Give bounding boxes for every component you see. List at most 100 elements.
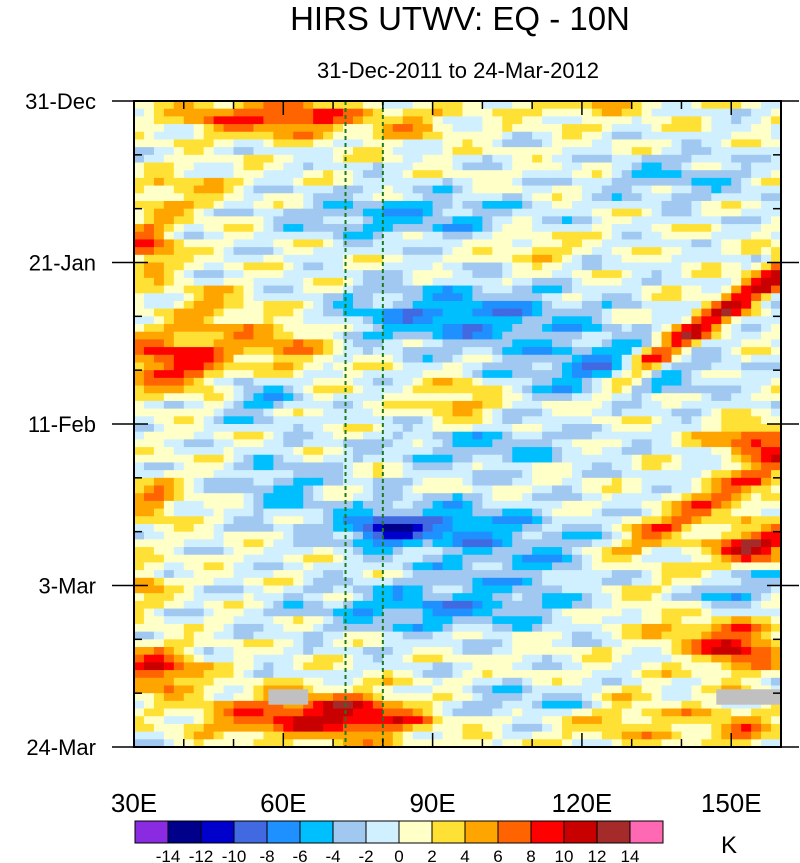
heatmap-cell — [143, 400, 155, 410]
heatmap-cell — [751, 639, 762, 648]
heatmap-cell — [283, 316, 294, 325]
heatmap-cell — [621, 377, 633, 387]
heatmap-cell — [173, 316, 185, 325]
heatmap-cell — [273, 416, 284, 425]
heatmap-cell — [641, 193, 653, 202]
heatmap-cell — [522, 393, 533, 402]
heatmap-cell — [372, 370, 384, 379]
heatmap-cell — [203, 231, 215, 241]
heatmap-cell — [173, 101, 185, 110]
heatmap-cell — [134, 170, 145, 179]
heatmap-cell — [303, 616, 314, 625]
heatmap-cell — [362, 170, 374, 179]
heatmap-cell — [591, 108, 603, 117]
heatmap-cell — [233, 677, 245, 687]
heatmap-cell — [771, 531, 781, 540]
heatmap-cell — [253, 147, 264, 156]
heatmap-cell — [472, 677, 483, 687]
heatmap-cell — [741, 531, 752, 540]
heatmap-cell — [143, 485, 155, 494]
heatmap-cell — [372, 170, 384, 179]
heatmap-cell — [741, 285, 752, 294]
heatmap-cell — [143, 147, 155, 156]
heatmap-cell — [492, 408, 503, 417]
heatmap-cell — [452, 108, 464, 117]
heatmap-cell — [542, 616, 553, 625]
heatmap-cell — [163, 385, 175, 394]
heatmap-cell — [482, 485, 493, 494]
heatmap-cell — [621, 516, 633, 525]
heatmap-cell — [412, 339, 424, 348]
heatmap-cell — [323, 162, 334, 171]
heatmap-cell — [173, 116, 185, 125]
heatmap-cell — [422, 224, 434, 233]
heatmap-cell — [462, 685, 474, 694]
heatmap-cell — [681, 239, 693, 248]
heatmap-cell — [323, 670, 334, 679]
heatmap-cell — [542, 577, 553, 587]
heatmap-cell — [571, 593, 583, 602]
heatmap-cell — [233, 216, 245, 225]
heatmap-cell — [522, 216, 533, 225]
heatmap-cell — [631, 231, 643, 241]
heatmap-cell — [661, 124, 673, 133]
heatmap-cell — [512, 116, 523, 125]
heatmap-cell — [193, 400, 205, 410]
heatmap-cell — [263, 593, 274, 602]
heatmap-cell — [362, 531, 374, 540]
heatmap-cell — [532, 377, 543, 387]
heatmap-cell — [641, 101, 653, 110]
heatmap-cell — [681, 616, 693, 625]
heatmap-cell — [153, 670, 165, 679]
heatmap-cell — [134, 339, 145, 348]
heatmap-cell — [512, 439, 523, 448]
heatmap-cell — [651, 639, 663, 648]
heatmap-cell — [771, 216, 781, 225]
heatmap-cell — [273, 608, 284, 617]
heatmap-cell — [771, 254, 781, 264]
heatmap-cell — [362, 347, 374, 356]
heatmap-cell — [223, 508, 235, 517]
heatmap-cell — [372, 685, 384, 694]
heatmap-cell — [313, 400, 324, 410]
heatmap-cell — [542, 162, 553, 171]
heatmap-cell — [671, 231, 683, 241]
heatmap-cell — [771, 324, 781, 333]
heatmap-cell — [243, 439, 255, 448]
heatmap-cell — [382, 101, 394, 110]
heatmap-cell — [671, 500, 683, 510]
heatmap-cell — [581, 662, 593, 671]
heatmap-cell — [392, 654, 404, 663]
heatmap-cell — [273, 139, 284, 148]
heatmap-cell — [581, 131, 593, 141]
heatmap-cell — [751, 547, 762, 556]
heatmap-cell — [163, 670, 175, 679]
heatmap-cell — [173, 493, 185, 502]
heatmap-cell — [392, 531, 404, 540]
heatmap-cell — [502, 508, 513, 517]
heatmap-cell — [253, 154, 264, 164]
heatmap-cell — [362, 293, 374, 302]
heatmap-cell — [183, 324, 195, 333]
heatmap-cell — [552, 470, 563, 479]
heatmap-cell — [333, 647, 344, 656]
heatmap-cell — [213, 562, 225, 571]
heatmap-cell — [661, 393, 673, 402]
heatmap-cell — [343, 516, 354, 525]
heatmap-cell — [771, 408, 781, 417]
heatmap-cell — [512, 285, 523, 294]
heatmap-cell — [323, 685, 334, 694]
heatmap-cell — [422, 677, 434, 687]
heatmap-cell — [392, 277, 404, 287]
heatmap-cell — [532, 554, 543, 564]
heatmap-cell — [173, 308, 185, 317]
heatmap-cell — [462, 631, 474, 640]
heatmap-cell — [392, 647, 404, 656]
heatmap-cell — [134, 424, 145, 433]
heatmap-cell — [761, 477, 772, 487]
heatmap-cell — [412, 200, 424, 210]
heatmap-cell — [482, 239, 493, 248]
heatmap-cell — [761, 208, 772, 217]
heatmap-cell — [442, 331, 454, 340]
heatmap-cell — [512, 377, 523, 387]
